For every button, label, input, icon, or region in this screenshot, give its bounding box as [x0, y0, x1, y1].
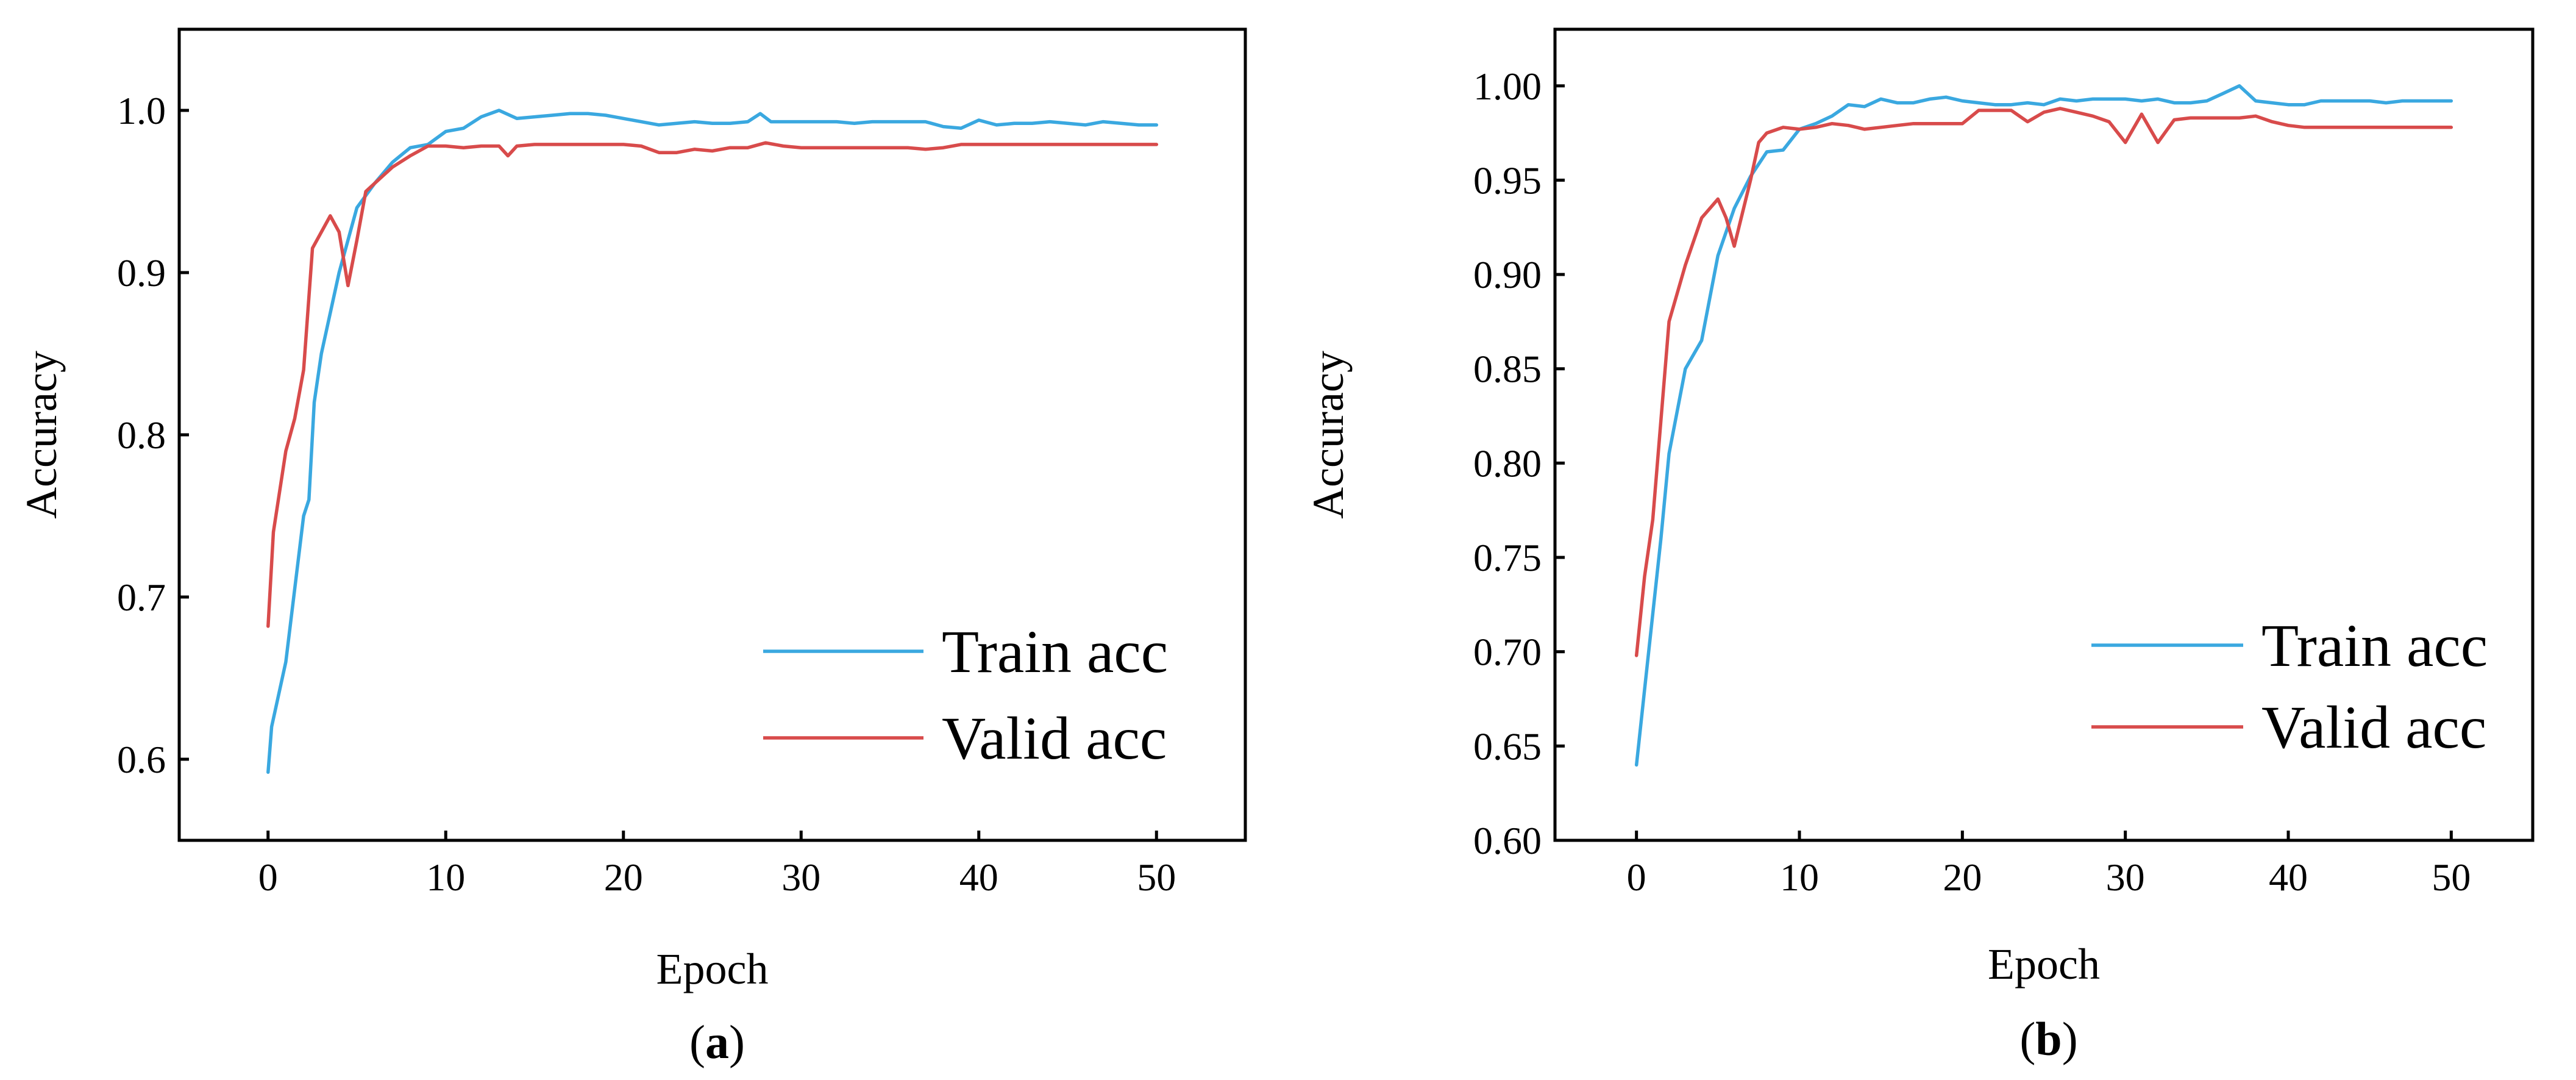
chart-b-xtick-label: 10: [1780, 856, 1819, 899]
chart-a-legend-label-valid-acc: Valid acc: [942, 704, 1167, 772]
chart-b-ytick-label: 0.95: [1473, 159, 1542, 202]
chart-a-caption-letter: a: [705, 1015, 729, 1068]
chart-b-xtick-label: 40: [2269, 856, 2308, 899]
chart-a-series-valid-acc: [266, 141, 1159, 628]
chart-a-xtick-label: 40: [959, 856, 998, 899]
chart-b-caption: (b): [2019, 1012, 2077, 1065]
chart-b-xtick-label: 0: [1627, 856, 1646, 899]
chart-b-ytick-label: 0.70: [1473, 631, 1542, 674]
chart-a-xtick-label: 10: [426, 856, 465, 899]
chart-b-series-train-acc: [1634, 84, 2453, 767]
chart-a-xtick-label: 20: [604, 856, 643, 899]
chart-a-caption-open: (: [689, 1015, 705, 1068]
chart-b-legend-label-train-acc: Train acc: [2261, 612, 2488, 679]
chart-b-ytick-label: 0.60: [1473, 819, 1542, 862]
chart-b-caption-close: ): [2062, 1012, 2078, 1065]
chart-b-caption-open: (: [2019, 1012, 2035, 1065]
chart-a-caption-close: ): [729, 1015, 745, 1068]
chart-b-ytick-label: 0.90: [1473, 253, 1542, 296]
chart-b-series-valid-acc: [1634, 107, 2453, 657]
chart-a-legend-label-train-acc: Train acc: [942, 618, 1168, 685]
chart-b-ytick-label: 0.65: [1473, 724, 1542, 768]
chart-b: 0.60 0.65 0.70 0.75 0.80 0.85 0.90 0.95 1.00 0 10 2…: [1304, 27, 2535, 1065]
chart-a-yaxis-label: Accuracy: [17, 351, 66, 519]
chart-b-legend-label-valid-acc: Valid acc: [2261, 693, 2486, 761]
chart-b-ytick-label: 1.00: [1473, 65, 1542, 108]
chart-b-ytick-label: 0.75: [1473, 536, 1542, 579]
chart-a-ytick-label: 0.6: [117, 738, 166, 781]
chart-b-xtick-label: 20: [1943, 856, 1982, 899]
chart-a-xtick-label: 30: [781, 856, 820, 899]
chart-a-ytick-label: 0.8: [117, 413, 166, 457]
chart-a-ytick-label: 1.0: [117, 89, 166, 132]
chart-b-caption-letter: b: [2035, 1012, 2062, 1065]
chart-a-ytick-label: 0.7: [117, 576, 166, 619]
chart-a-xtick-label: 50: [1137, 856, 1176, 899]
chart-b-xtick-label: 30: [2106, 856, 2145, 899]
chart-b-yaxis-label: Accuracy: [1304, 351, 1353, 519]
chart-a-caption: (a): [689, 1015, 745, 1068]
chart-a-xaxis-label: Epoch: [656, 945, 769, 993]
chart-a-ytick-label: 0.9: [117, 251, 166, 295]
chart-b-plot-frame: [1553, 27, 2535, 842]
chart-b-ytick-label: 0.80: [1473, 442, 1542, 485]
chart-a: 0.6 0.7 0.8 0.9 1.0 0 10 20 30 40 50 Epoch Accuracy T…: [17, 27, 1247, 1068]
chart-b-xtick-label: 50: [2432, 856, 2471, 899]
chart-a-xtick-label: 0: [258, 856, 278, 899]
chart-b-ytick-label: 0.85: [1473, 348, 1542, 391]
chart-b-xaxis-label: Epoch: [1988, 940, 2100, 989]
